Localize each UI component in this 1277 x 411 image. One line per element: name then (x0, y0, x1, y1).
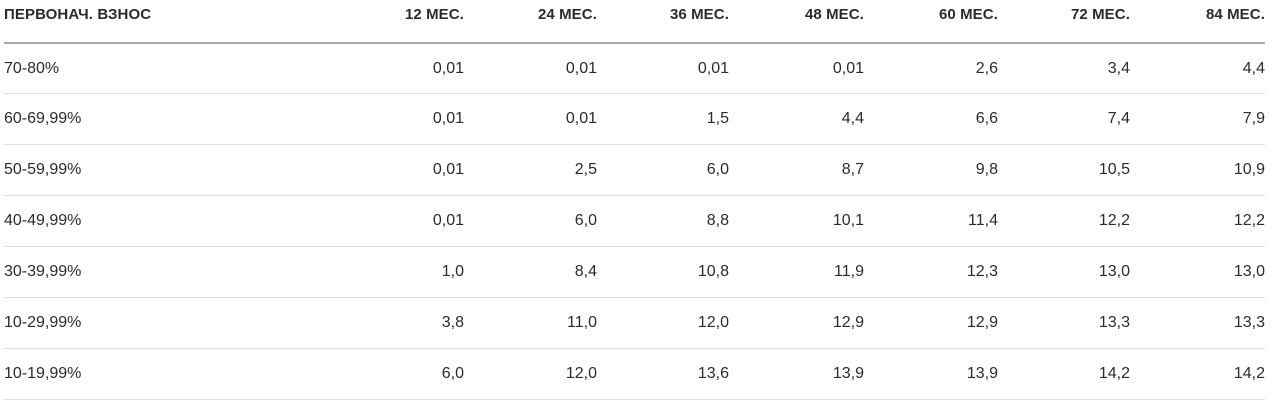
table-cell: 2,5 (464, 144, 597, 196)
header-24-months: 24 МЕС. (464, 0, 597, 44)
table-cell: 3,4 (998, 43, 1130, 94)
row-label: 10-19,99% (4, 348, 205, 400)
table-cell: 0,01 (205, 195, 464, 247)
table-cell: 12,0 (464, 348, 597, 400)
table-cell: 10,8 (597, 246, 729, 298)
table-cell: 4,4 (729, 93, 864, 145)
row-label: 30-39,99% (4, 246, 205, 298)
header-72-months: 72 МЕС. (998, 0, 1130, 44)
table-cell: 13,6 (597, 348, 729, 400)
table-cell: 7,9 (1130, 93, 1265, 145)
table-cell: 12,9 (864, 297, 998, 349)
table-row: 60-69,99% 0,01 0,01 1,5 4,4 6,6 7,4 7,9 (4, 93, 1265, 145)
table-row: 10-19,99% 6,0 12,0 13,6 13,9 13,9 14,2 1… (4, 348, 1265, 400)
table-cell: 12,9 (729, 297, 864, 349)
table-cell: 12,3 (864, 246, 998, 298)
table-cell: 13,0 (1130, 246, 1265, 298)
table-row: 30-39,99% 1,0 8,4 10,8 11,9 12,3 13,0 13… (4, 246, 1265, 298)
table-cell: 10,9 (1130, 144, 1265, 196)
table-cell: 1,0 (205, 246, 464, 298)
table-cell: 0,01 (205, 43, 464, 94)
header-84-months: 84 МЕС. (1130, 0, 1265, 44)
table-cell: 8,7 (729, 144, 864, 196)
table-cell: 13,9 (864, 348, 998, 400)
row-label: 50-59,99% (4, 144, 205, 196)
table-cell: 13,0 (998, 246, 1130, 298)
table-cell: 4,4 (1130, 43, 1265, 94)
table-cell: 11,0 (464, 297, 597, 349)
header-row: ПЕРВОНАЧ. ВЗНОС 12 МЕС. 24 МЕС. 36 МЕС. … (4, 0, 1265, 44)
header-down-payment: ПЕРВОНАЧ. ВЗНОС (4, 0, 205, 44)
header-48-months: 48 МЕС. (729, 0, 864, 44)
rates-table: ПЕРВОНАЧ. ВЗНОС 12 МЕС. 24 МЕС. 36 МЕС. … (4, 0, 1265, 400)
table-cell: 0,01 (205, 93, 464, 145)
table-row: 10-29,99% 3,8 11,0 12,0 12,9 12,9 13,3 1… (4, 297, 1265, 349)
table-header: ПЕРВОНАЧ. ВЗНОС 12 МЕС. 24 МЕС. 36 МЕС. … (4, 0, 1265, 44)
table-cell: 13,3 (1130, 297, 1265, 349)
row-label: 40-49,99% (4, 195, 205, 247)
table-cell: 9,8 (864, 144, 998, 196)
table-cell: 13,9 (729, 348, 864, 400)
row-label: 60-69,99% (4, 93, 205, 145)
table-cell: 3,8 (205, 297, 464, 349)
table-cell: 1,5 (597, 93, 729, 145)
table-cell: 0,01 (205, 144, 464, 196)
table-cell: 12,0 (597, 297, 729, 349)
table-cell: 10,1 (729, 195, 864, 247)
table-cell: 0,01 (464, 43, 597, 94)
table-body: 70-80% 0,01 0,01 0,01 0,01 2,6 3,4 4,4 6… (4, 43, 1265, 400)
table-cell: 11,9 (729, 246, 864, 298)
table-cell: 10,5 (998, 144, 1130, 196)
header-36-months: 36 МЕС. (597, 0, 729, 44)
table-cell: 6,0 (205, 348, 464, 400)
table-cell: 0,01 (597, 43, 729, 94)
table-row: 40-49,99% 0,01 6,0 8,8 10,1 11,4 12,2 12… (4, 195, 1265, 247)
table-row: 50-59,99% 0,01 2,5 6,0 8,7 9,8 10,5 10,9 (4, 144, 1265, 196)
table-cell: 7,4 (998, 93, 1130, 145)
table-cell: 6,0 (597, 144, 729, 196)
table-cell: 14,2 (1130, 348, 1265, 400)
table-cell: 6,0 (464, 195, 597, 247)
table-cell: 14,2 (998, 348, 1130, 400)
table-cell: 8,8 (597, 195, 729, 247)
header-60-months: 60 МЕС. (864, 0, 998, 44)
table-cell: 0,01 (729, 43, 864, 94)
table-row: 70-80% 0,01 0,01 0,01 0,01 2,6 3,4 4,4 (4, 43, 1265, 94)
table-cell: 12,2 (998, 195, 1130, 247)
table-cell: 11,4 (864, 195, 998, 247)
table-cell: 2,6 (864, 43, 998, 94)
table-cell: 13,3 (998, 297, 1130, 349)
row-label: 10-29,99% (4, 297, 205, 349)
header-12-months: 12 МЕС. (205, 0, 464, 44)
table-cell: 12,2 (1130, 195, 1265, 247)
table-cell: 6,6 (864, 93, 998, 145)
table-cell: 0,01 (464, 93, 597, 145)
row-label: 70-80% (4, 43, 205, 94)
table-cell: 8,4 (464, 246, 597, 298)
